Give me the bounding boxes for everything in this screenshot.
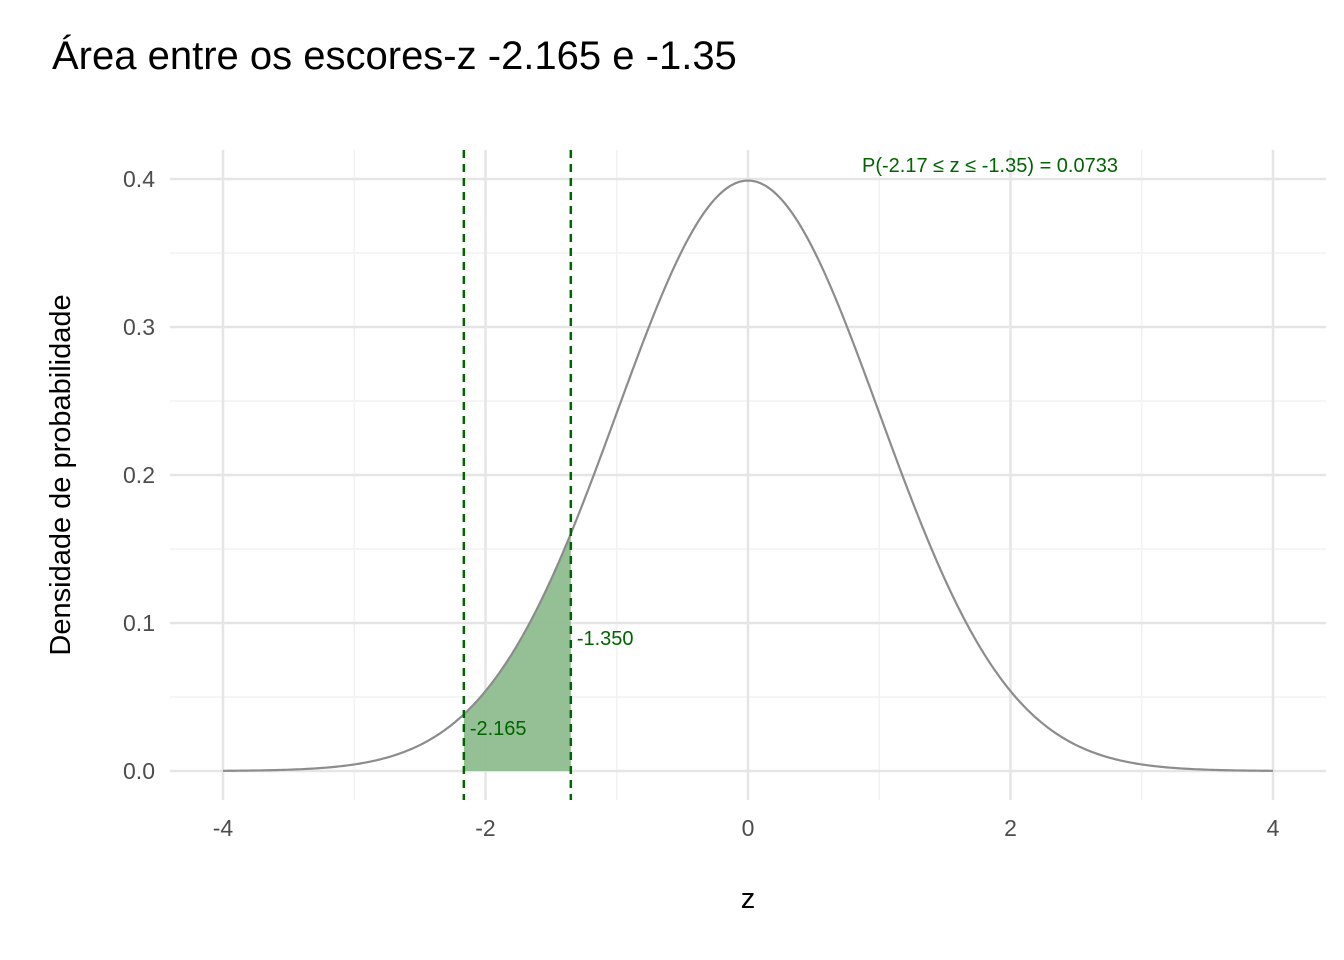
x-tick-label: 4	[1267, 815, 1280, 841]
y-tick-label: 0.1	[123, 610, 155, 636]
threshold-label: -1.350	[577, 628, 634, 650]
x-tick-label: -4	[213, 815, 234, 841]
threshold-lines-layer	[462, 150, 573, 800]
shaded-area-layer	[463, 533, 571, 771]
x-axis-title: z	[741, 883, 756, 915]
y-tick-label: 0.4	[123, 166, 155, 192]
x-tick-label: 0	[742, 815, 755, 841]
y-tick-label: 0.0	[123, 758, 155, 784]
y-axis-title: Densidade de probabilidade	[45, 294, 77, 655]
major-gridlines	[170, 150, 1326, 800]
chart-title: Área entre os escores-z -2.165 e -1.35	[52, 34, 737, 78]
annotation-layer: -2.165 -1.350 P(-2.17 ≤ z ≤ -1.35) = 0.073…	[470, 155, 1118, 740]
threshold-label: -2.165	[470, 718, 527, 740]
shaded-probability-area	[463, 533, 571, 771]
density-curve-layer	[222, 179, 1274, 772]
tick-labels-layer: -4 -2 0 2 4 0.0 0.1 0.2 0.3 0.4	[123, 166, 1280, 841]
density-curve	[222, 179, 1274, 772]
y-tick-label: 0.2	[123, 462, 155, 488]
y-tick-label: 0.3	[123, 314, 155, 340]
probability-annotation: P(-2.17 ≤ z ≤ -1.35) = 0.0733	[862, 155, 1118, 177]
x-tick-label: -2	[475, 815, 495, 841]
x-tick-label: 2	[1004, 815, 1017, 841]
